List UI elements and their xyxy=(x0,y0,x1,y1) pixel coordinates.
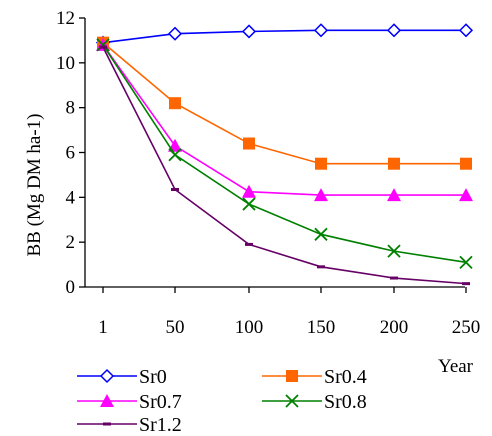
series-line xyxy=(102,44,467,264)
series-Sr0-4 xyxy=(97,36,472,170)
data-point xyxy=(314,227,328,241)
data-point xyxy=(459,255,473,269)
data-point xyxy=(388,157,400,170)
data-point xyxy=(458,23,474,38)
series-Sr1-2 xyxy=(99,45,470,286)
series-line xyxy=(102,42,466,165)
data-point xyxy=(96,38,110,52)
x-ticks: 1 50 100 150 200 250 xyxy=(98,287,480,338)
legend-item: Sr0.7 xyxy=(77,391,182,413)
legend-marker xyxy=(100,394,114,407)
data-point xyxy=(314,188,328,202)
y-tick-label: 8 xyxy=(66,98,76,119)
series-group xyxy=(95,23,474,286)
legend-label: Sr1.2 xyxy=(139,414,182,436)
data-point xyxy=(169,97,181,110)
x-tick-label: 50 xyxy=(166,317,185,338)
y-tick-label: 10 xyxy=(56,53,75,74)
data-point xyxy=(387,188,401,202)
y-tick-label: 2 xyxy=(66,232,76,253)
data-point xyxy=(241,24,257,39)
legend-label: Sr0.7 xyxy=(139,391,182,413)
x-tick-label: 200 xyxy=(380,317,409,338)
x-tick-label: 150 xyxy=(307,317,336,338)
y-axis-title: BB (Mg DM ha-1) xyxy=(24,113,45,256)
series-Sr0-8 xyxy=(96,38,473,269)
y-tick-label: 4 xyxy=(66,187,76,208)
legend-marker xyxy=(286,370,298,382)
series-line xyxy=(102,44,466,196)
y-ticks: 0 2 4 6 8 10 12 xyxy=(56,8,85,298)
legend-item: Sr1.2 xyxy=(77,414,182,436)
legend-item: Sr0.4 xyxy=(262,366,367,388)
y-tick-label: 12 xyxy=(56,8,75,29)
data-point xyxy=(313,23,329,38)
axes xyxy=(84,18,465,288)
x-tick-label: 1 xyxy=(98,317,108,338)
series-line xyxy=(102,46,467,285)
data-point xyxy=(315,157,327,170)
series-line xyxy=(102,29,466,44)
data-point xyxy=(386,23,402,38)
legend-label: Sr0.4 xyxy=(324,366,367,388)
data-point xyxy=(243,137,255,150)
legend: Sr0 Sr0.4 Sr0.7 Sr0.8 Sr1.2 xyxy=(77,366,367,436)
legend-item: Sr0.8 xyxy=(262,391,367,413)
legend-label: Sr0.8 xyxy=(324,391,367,413)
legend-marker xyxy=(285,394,299,408)
data-point xyxy=(167,26,183,41)
data-point xyxy=(459,188,473,202)
x-tick-label: 100 xyxy=(235,317,264,338)
data-point xyxy=(242,197,256,211)
x-tick-label: 250 xyxy=(452,317,481,338)
data-point xyxy=(168,148,182,162)
series-Sr0 xyxy=(95,23,474,50)
legend-marker xyxy=(99,368,115,384)
legend-item: Sr0 xyxy=(77,366,167,388)
data-point xyxy=(387,244,401,258)
data-point xyxy=(242,184,256,198)
legend-label: Sr0 xyxy=(139,366,167,388)
x-axis-title: Year xyxy=(438,356,474,377)
y-tick-label: 6 xyxy=(66,143,76,164)
data-point xyxy=(460,157,472,170)
y-tick-label: 0 xyxy=(66,277,76,298)
